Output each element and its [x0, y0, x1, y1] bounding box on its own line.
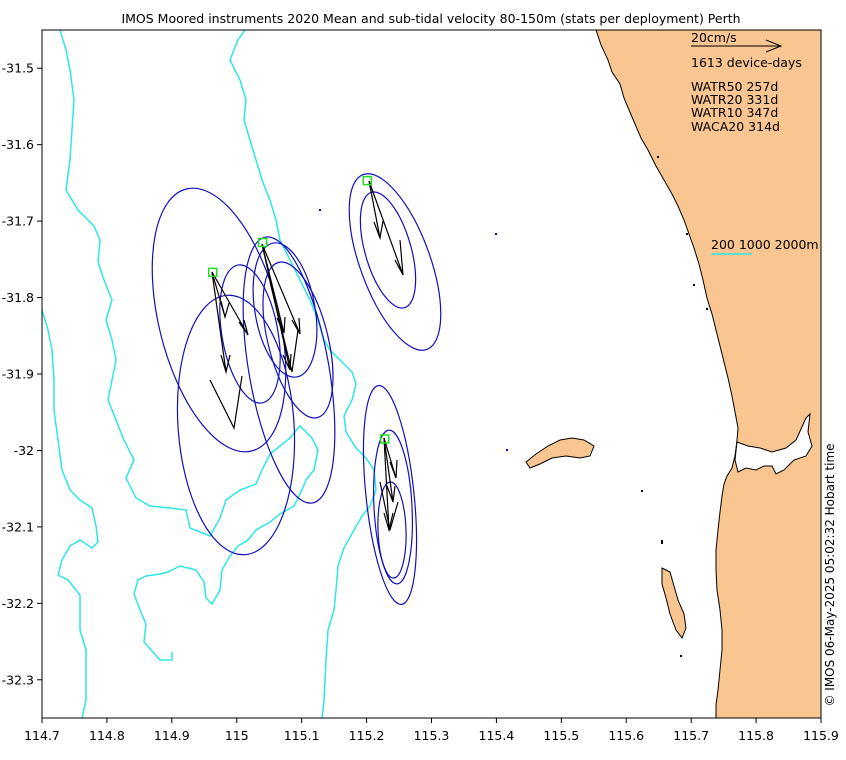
mooring-site-marker [380, 434, 390, 444]
ellipse-waca20-b [373, 429, 413, 585]
y-tick-label: -31.6 [2, 137, 34, 152]
isobath-label: 200 1000 2000m [711, 237, 819, 252]
legend-item: WATR10 347d [691, 105, 778, 120]
arrow-watr20-4 [269, 281, 299, 373]
isobath-1000m [59, 30, 319, 661]
isobath-2000m [42, 309, 99, 718]
arrow-watr50-1 [211, 271, 230, 320]
arrow-watr10-1 [368, 180, 384, 241]
x-tick-label: 115.5 [543, 728, 579, 743]
x-tick-label: 115.1 [284, 728, 320, 743]
velocity-arrows [209, 180, 404, 533]
y-tick-label: -32 [14, 443, 34, 458]
plot-area [42, 30, 821, 718]
x-tick-label: 115 [225, 728, 249, 743]
x-tick-label: 115.6 [608, 728, 644, 743]
arrow-waca20-4 [379, 481, 399, 531]
isobaths [42, 30, 377, 718]
ellipse-watr50-b [176, 294, 296, 556]
arrow-waca20-3 [383, 437, 398, 479]
mainland [595, 30, 821, 718]
ellipse-watr10-b [359, 191, 417, 309]
ellipse-watr20-c [252, 242, 318, 378]
credit-text: © IMOS 06-May-2025 05:02:32 Hobart time [823, 443, 837, 706]
x-tick-label: 115.4 [479, 728, 515, 743]
mooring-sites [207, 175, 390, 444]
mooring-site-marker [362, 175, 372, 186]
x-tick-label: 114.9 [154, 728, 190, 743]
y-tick-label: -31.9 [2, 367, 34, 382]
scale-arrow [691, 39, 783, 53]
estuary [734, 412, 813, 475]
y-tick-label: -31.7 [2, 214, 34, 229]
arrow-waca20-1 [383, 437, 396, 503]
arrow-waca20-2 [383, 437, 394, 533]
arrow-watr20-3 [261, 243, 301, 335]
garden-island [661, 567, 687, 640]
mooring-site-marker [207, 267, 218, 278]
arrow-watr50-4 [209, 375, 243, 430]
scale-label: 20cm/s [691, 30, 737, 45]
y-tick-label: -32.1 [2, 519, 34, 534]
y-tick-label: -31.8 [2, 290, 34, 305]
isobath-200m [229, 30, 377, 718]
x-tick-label: 114.8 [89, 728, 125, 743]
x-tick-label: 115.8 [738, 728, 774, 743]
ellipse-watr20-a [242, 236, 336, 504]
y-tick-label: -32.3 [2, 672, 34, 687]
ellipse-waca20-a [362, 384, 418, 606]
variance-ellipses [151, 173, 442, 606]
legend-item: WATR20 331d [691, 92, 778, 107]
ellipse-watr20-b [262, 261, 334, 419]
legend-item: WACA20 314d [691, 119, 780, 134]
x-tick-label: 115.2 [349, 728, 385, 743]
ellipse-watr10-a [348, 173, 442, 351]
y-axis: -31.5 -31.6 -31.7 -31.8 -31.9 -32 -32.1 -32.2 -3… [2, 61, 42, 687]
legend: 20cm/s 1613 device-days WATR50 257d WATR… [691, 30, 819, 255]
arrow-watr10-2 [368, 180, 404, 276]
device-days: 1613 device-days [691, 55, 802, 70]
figure-title: IMOS Moored instruments 2020 Mean and su… [121, 11, 740, 26]
coast-specks [641, 156, 708, 657]
y-tick-label: -31.5 [2, 61, 34, 76]
rottnest-island [525, 437, 595, 469]
blue-dots [319, 209, 508, 451]
x-tick-label: 115.9 [803, 728, 839, 743]
ellipse-watr50-c [219, 264, 281, 404]
arrow-watr20-2 [261, 243, 286, 334]
x-tick-label: 115.7 [673, 728, 709, 743]
x-tick-label: 115.3 [414, 728, 450, 743]
arrow-watr50-2 [211, 271, 249, 336]
y-tick-label: -32.2 [2, 596, 34, 611]
x-axis: 114.7 114.8 114.9 115 115.1 115.2 115.3 115.4 11… [24, 718, 839, 743]
arrow-watr50-3 [211, 271, 231, 375]
x-tick-label: 114.7 [24, 728, 60, 743]
legend-item: WATR50 257d [691, 79, 778, 94]
mooring-site-marker [257, 237, 268, 248]
